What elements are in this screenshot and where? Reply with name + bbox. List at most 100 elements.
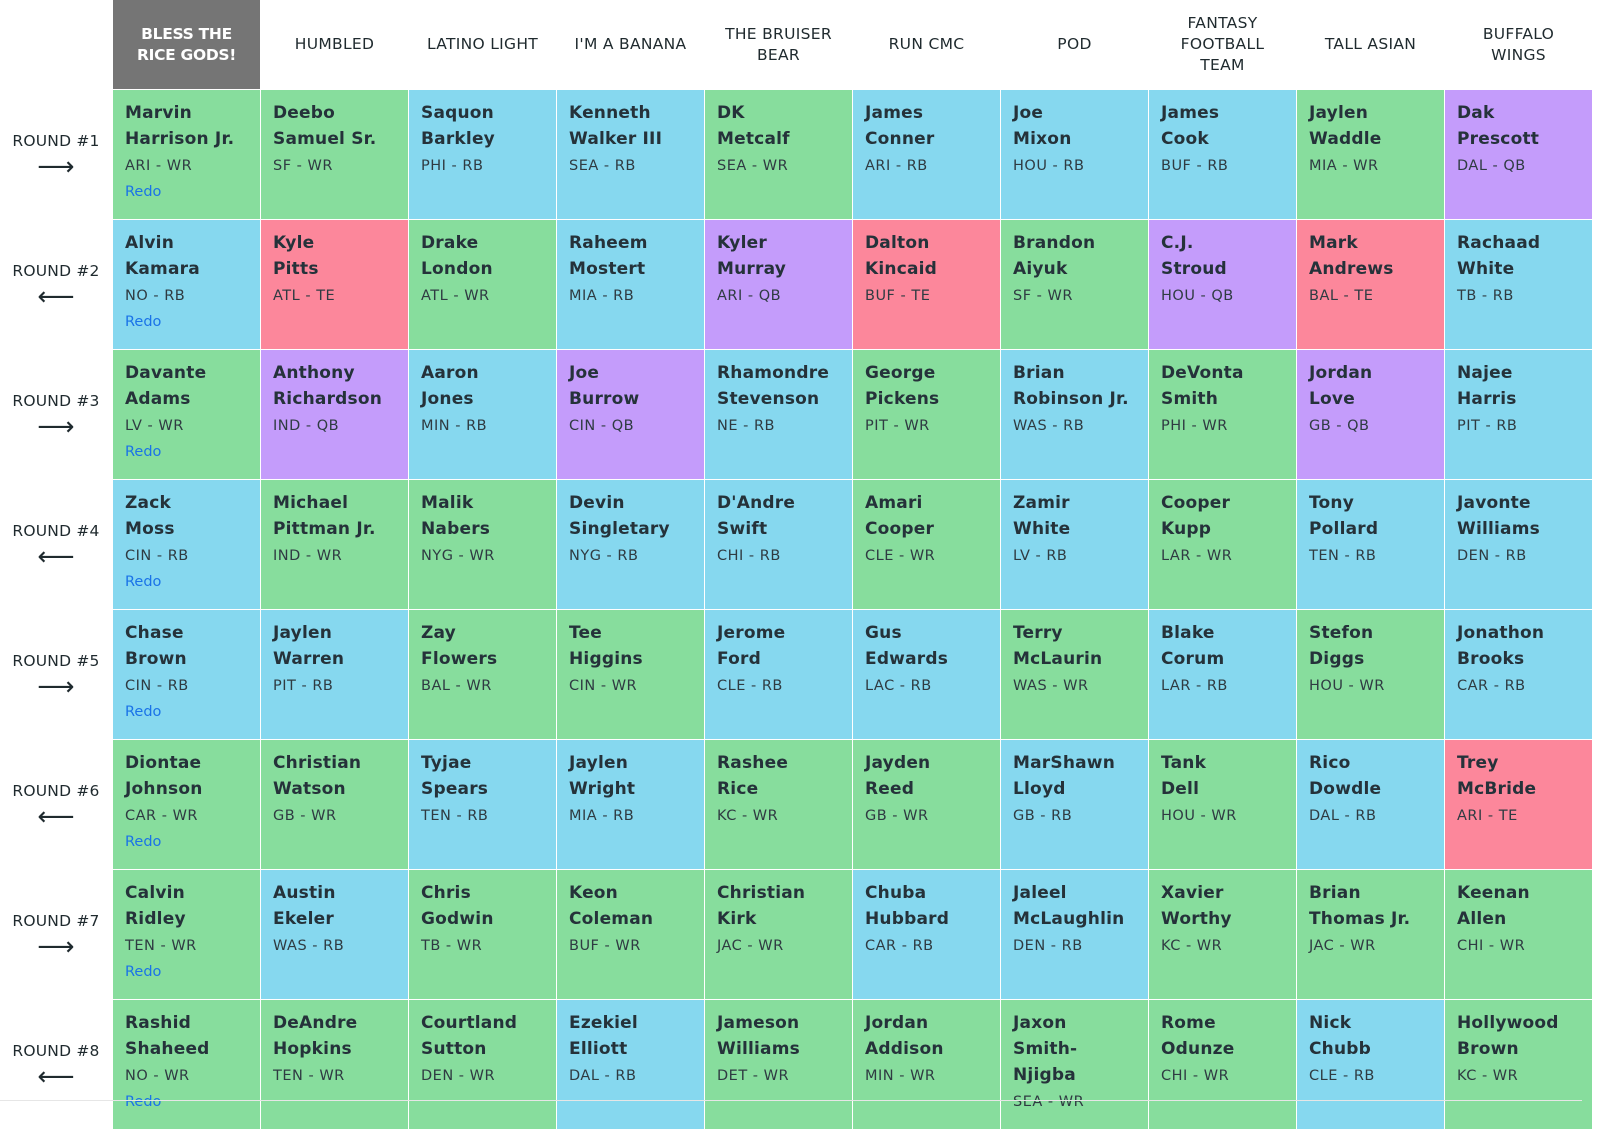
nfl-team: TEN xyxy=(125,938,156,954)
pick-cell[interactable]: Devin Singletary NYG - RB xyxy=(557,480,704,609)
pick-cell[interactable]: Dalton Kincaid BUF - TE xyxy=(853,220,1000,349)
pick-cell[interactable]: Tank Dell HOU - WR xyxy=(1149,740,1296,869)
pick-cell[interactable]: James Conner ARI - RB xyxy=(853,90,1000,219)
pick-cell[interactable]: Javonte Williams DEN - RB xyxy=(1445,480,1592,609)
pick-cell[interactable]: Zay Flowers BAL - WR xyxy=(409,610,556,739)
pick-cell[interactable]: Rhamondre Stevenson NE - RB xyxy=(705,350,852,479)
redo-link[interactable]: Redo xyxy=(125,184,162,200)
redo-link[interactable]: Redo xyxy=(125,1094,162,1110)
pick-cell[interactable]: Jaylen Waddle MIA - WR xyxy=(1297,90,1444,219)
pick-cell[interactable]: Michael Pittman Jr. IND - WR xyxy=(261,480,408,609)
pick-cell[interactable]: Malik Nabers NYG - WR xyxy=(409,480,556,609)
player-position: WR xyxy=(611,678,638,694)
redo-link[interactable]: Redo xyxy=(125,314,162,330)
pick-cell[interactable]: Jonathon Brooks CAR - RB xyxy=(1445,610,1592,739)
pick-cell[interactable]: Joe Mixon HOU - RB xyxy=(1001,90,1148,219)
pick-cell[interactable]: Jayden Reed GB - WR xyxy=(853,740,1000,869)
pick-cell[interactable]: Brian Robinson Jr. WAS - RB xyxy=(1001,350,1148,479)
pick-cell[interactable]: Chuba Hubbard CAR - RB xyxy=(853,870,1000,999)
player-team-position: JAC - WR xyxy=(1309,936,1436,956)
pick-cell[interactable]: Xavier Worthy KC - WR xyxy=(1149,870,1296,999)
pick-cell[interactable]: Joe Burrow CIN - QB xyxy=(557,350,704,479)
pick-cell[interactable]: Saquon Barkley PHI - RB xyxy=(409,90,556,219)
pick-cell[interactable]: Mark Andrews BAL - TE xyxy=(1297,220,1444,349)
pick-cell[interactable]: Ezekiel Elliott DAL - RB xyxy=(557,1000,704,1129)
pick-cell[interactable]: Stefon Diggs HOU - WR xyxy=(1297,610,1444,739)
pick-cell[interactable]: Jaylen Wright MIA - RB xyxy=(557,740,704,869)
pick-cell[interactable]: Rome Odunze CHI - WR xyxy=(1149,1000,1296,1129)
pick-cell[interactable]: Keenan Allen CHI - WR xyxy=(1445,870,1592,999)
pick-cell[interactable]: Tony Pollard TEN - RB xyxy=(1297,480,1444,609)
pick-cell[interactable]: MarShawn Lloyd GB - RB xyxy=(1001,740,1148,869)
pick-cell[interactable]: C.J. Stroud HOU - QB xyxy=(1149,220,1296,349)
separator: - xyxy=(599,1068,616,1084)
pick-cell[interactable]: DeVonta Smith PHI - WR xyxy=(1149,350,1296,479)
pick-cell[interactable]: Deebo Samuel Sr. SF - WR xyxy=(261,90,408,219)
pick-cell[interactable]: Cooper Kupp LAR - WR xyxy=(1149,480,1296,609)
pick-cell[interactable]: Aaron Jones MIN - RB xyxy=(409,350,556,479)
pick-cell[interactable]: Chris Godwin TB - WR xyxy=(409,870,556,999)
pick-cell[interactable]: Tee Higgins CIN - WR xyxy=(557,610,704,739)
pick-cell[interactable]: Trey McBride ARI - TE xyxy=(1445,740,1592,869)
pick-cell[interactable]: Rashee Rice KC - WR xyxy=(705,740,852,869)
redo-link[interactable]: Redo xyxy=(125,444,162,460)
pick-cell[interactable]: Austin Ekeler WAS - RB xyxy=(261,870,408,999)
pick-cell[interactable]: DK Metcalf SEA - WR xyxy=(705,90,852,219)
pick-cell[interactable]: Dak Prescott DAL - QB xyxy=(1445,90,1592,219)
pick-cell[interactable]: Jaxon Smith-Njigba SEA - WR xyxy=(1001,1000,1148,1129)
pick-cell[interactable]: Brian Thomas Jr. JAC - WR xyxy=(1297,870,1444,999)
player-team-position: PIT - RB xyxy=(273,676,400,696)
pick-cell[interactable]: DeAndre Hopkins TEN - WR xyxy=(261,1000,408,1129)
redo-link[interactable]: Redo xyxy=(125,574,162,590)
pick-cell[interactable]: Zamir White LV - RB xyxy=(1001,480,1148,609)
nfl-team: HOU xyxy=(1309,678,1344,694)
player-team-position: MIA - WR xyxy=(1309,156,1436,176)
pick-cell[interactable]: George Pickens PIT - WR xyxy=(853,350,1000,479)
pick-cell[interactable]: Diontae Johnson CAR - WR Redo xyxy=(113,740,260,869)
pick-cell[interactable]: Drake London ATL - WR xyxy=(409,220,556,349)
pick-cell[interactable]: Christian Watson GB - WR xyxy=(261,740,408,869)
pick-cell[interactable]: Jaylen Warren PIT - RB xyxy=(261,610,408,739)
pick-cell[interactable]: Blake Corum LAR - RB xyxy=(1149,610,1296,739)
pick-cell[interactable]: Kenneth Walker III SEA - RB xyxy=(557,90,704,219)
player-first-name: Drake xyxy=(421,233,479,253)
pick-cell[interactable]: Rachaad White TB - RB xyxy=(1445,220,1592,349)
pick-cell[interactable]: Gus Edwards LAC - RB xyxy=(853,610,1000,739)
pick-cell[interactable]: Kyle Pitts ATL - TE xyxy=(261,220,408,349)
pick-cell[interactable]: Hollywood Brown KC - WR xyxy=(1445,1000,1592,1129)
pick-cell[interactable]: Calvin Ridley TEN - WR Redo xyxy=(113,870,260,999)
pick-cell[interactable]: D'Andre Swift CHI - RB xyxy=(705,480,852,609)
pick-cell[interactable]: Anthony Richardson IND - QB xyxy=(261,350,408,479)
pick-cell[interactable]: Tyjae Spears TEN - RB xyxy=(409,740,556,869)
pick-cell[interactable]: Keon Coleman BUF - WR xyxy=(557,870,704,999)
nfl-team: LV xyxy=(1013,548,1031,564)
pick-cell[interactable]: Amari Cooper CLE - WR xyxy=(853,480,1000,609)
pick-cell[interactable]: Christian Kirk JAC - WR xyxy=(705,870,852,999)
pick-cell[interactable]: Jaleel McLaughlin DEN - RB xyxy=(1001,870,1148,999)
pick-cell[interactable]: Jordan Addison MIN - WR xyxy=(853,1000,1000,1129)
pick-cell[interactable]: Nick Chubb CLE - RB xyxy=(1297,1000,1444,1129)
pick-cell[interactable]: Zack Moss CIN - RB Redo xyxy=(113,480,260,609)
player-position: WR xyxy=(466,678,492,694)
pick-cell[interactable]: Raheem Mostert MIA - RB xyxy=(557,220,704,349)
pick-cell[interactable]: Courtland Sutton DEN - WR xyxy=(409,1000,556,1129)
pick-cell[interactable]: Najee Harris PIT - RB xyxy=(1445,350,1592,479)
pick-cell[interactable]: Alvin Kamara NO - RB Redo xyxy=(113,220,260,349)
pick-cell[interactable]: James Cook BUF - RB xyxy=(1149,90,1296,219)
pick-cell[interactable]: Jordan Love GB - QB xyxy=(1297,350,1444,479)
pick-cell[interactable]: Terry McLaurin WAS - WR xyxy=(1001,610,1148,739)
pick-cell[interactable]: Chase Brown CIN - RB Redo xyxy=(113,610,260,739)
redo-link[interactable]: Redo xyxy=(125,964,162,980)
pick-cell[interactable]: Rashid Shaheed NO - WR Redo xyxy=(113,1000,260,1129)
pick-cell[interactable]: Jameson Williams DET - WR xyxy=(705,1000,852,1129)
pick-cell[interactable]: Jerome Ford CLE - RB xyxy=(705,610,852,739)
redo-link[interactable]: Redo xyxy=(125,704,162,720)
redo-link[interactable]: Redo xyxy=(125,834,162,850)
pick-cell[interactable]: Kyler Murray ARI - QB xyxy=(705,220,852,349)
separator: - xyxy=(1047,678,1064,694)
pick-cell[interactable]: Marvin Harrison Jr. ARI - WR Redo xyxy=(113,90,260,219)
pick-cell[interactable]: Brandon Aiyuk SF - WR xyxy=(1001,220,1148,349)
pick-cell[interactable]: Davante Adams LV - WR Redo xyxy=(113,350,260,479)
pick-cell[interactable]: Rico Dowdle DAL - RB xyxy=(1297,740,1444,869)
player-first-name: Chase xyxy=(125,623,184,643)
